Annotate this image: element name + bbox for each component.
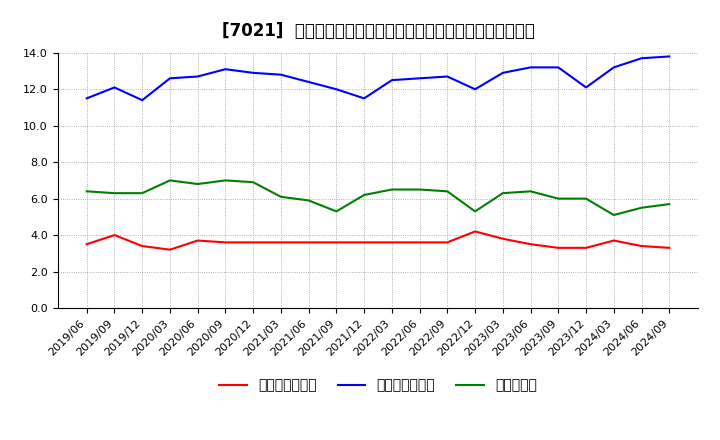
- 売上債権回転率: [360, 240, 369, 245]
- 買入債務回転率: [138, 98, 147, 103]
- 在庫回転率: [387, 187, 396, 192]
- 買入債務回転率: [443, 74, 451, 79]
- 買入債務回転率: [194, 74, 202, 79]
- 買入債務回転率: [498, 70, 507, 76]
- 在庫回転率: [415, 187, 424, 192]
- 在庫回転率: [166, 178, 174, 183]
- 在庫回転率: [305, 198, 313, 203]
- 在庫回転率: [138, 191, 147, 196]
- 売上債権回転率: [166, 247, 174, 252]
- 売上債権回転率: [332, 240, 341, 245]
- 在庫回転率: [82, 189, 91, 194]
- 買入債務回転率: [471, 87, 480, 92]
- 在庫回転率: [332, 209, 341, 214]
- 在庫回転率: [360, 192, 369, 198]
- 在庫回転率: [526, 189, 535, 194]
- 買入債務回転率: [221, 66, 230, 72]
- 在庫回転率: [554, 196, 562, 201]
- 売上債権回転率: [415, 240, 424, 245]
- 売上債権回転率: [637, 243, 646, 249]
- 在庫回転率: [582, 196, 590, 201]
- 在庫回転率: [194, 181, 202, 187]
- 買入債務回転率: [305, 79, 313, 84]
- 買入債務回転率: [526, 65, 535, 70]
- 在庫回転率: [276, 194, 285, 199]
- Line: 売上債権回転率: 売上債権回転率: [86, 231, 670, 249]
- 在庫回転率: [249, 180, 258, 185]
- 売上債権回転率: [194, 238, 202, 243]
- 売上債権回転率: [498, 236, 507, 242]
- 売上債権回転率: [305, 240, 313, 245]
- 買入債務回転率: [387, 77, 396, 83]
- 売上債権回転率: [582, 245, 590, 250]
- 売上債権回転率: [443, 240, 451, 245]
- 売上債権回転率: [82, 242, 91, 247]
- 在庫回転率: [471, 209, 480, 214]
- 在庫回転率: [609, 213, 618, 218]
- 在庫回転率: [110, 191, 119, 196]
- 買入債務回転率: [637, 55, 646, 61]
- 売上債権回転率: [138, 243, 147, 249]
- 売上債権回転率: [276, 240, 285, 245]
- 売上債権回転率: [387, 240, 396, 245]
- 買入債務回転率: [609, 65, 618, 70]
- 在庫回転率: [221, 178, 230, 183]
- 売上債権回転率: [554, 245, 562, 250]
- 売上債権回転率: [526, 242, 535, 247]
- 在庫回転率: [637, 205, 646, 210]
- 売上債権回転率: [665, 245, 674, 250]
- 売上債権回転率: [110, 232, 119, 238]
- 買入債務回転率: [166, 76, 174, 81]
- 買入債務回転率: [332, 87, 341, 92]
- 在庫回転率: [665, 202, 674, 207]
- 買入債務回転率: [360, 96, 369, 101]
- 買入債務回転率: [582, 85, 590, 90]
- 買入債務回転率: [276, 72, 285, 77]
- 在庫回転率: [443, 189, 451, 194]
- 買入債務回転率: [110, 85, 119, 90]
- 買入債務回転率: [554, 65, 562, 70]
- Legend: 売上債権回転率, 買入債務回転率, 在庫回転率: 売上債権回転率, 買入債務回転率, 在庫回転率: [214, 373, 542, 398]
- Line: 買入債務回転率: 買入債務回転率: [86, 56, 670, 100]
- 買入債務回転率: [249, 70, 258, 76]
- 買入債務回転率: [665, 54, 674, 59]
- 買入債務回転率: [415, 76, 424, 81]
- 売上債権回転率: [221, 240, 230, 245]
- 売上債権回転率: [609, 238, 618, 243]
- 在庫回転率: [498, 191, 507, 196]
- 売上債権回転率: [471, 229, 480, 234]
- Line: 在庫回転率: 在庫回転率: [86, 180, 670, 215]
- 売上債権回転率: [249, 240, 258, 245]
- 買入債務回転率: [82, 96, 91, 101]
- Title: [7021]  売上債権回転率、買入債務回転率、在庫回転率の推移: [7021] 売上債権回転率、買入債務回転率、在庫回転率の推移: [222, 22, 534, 40]
